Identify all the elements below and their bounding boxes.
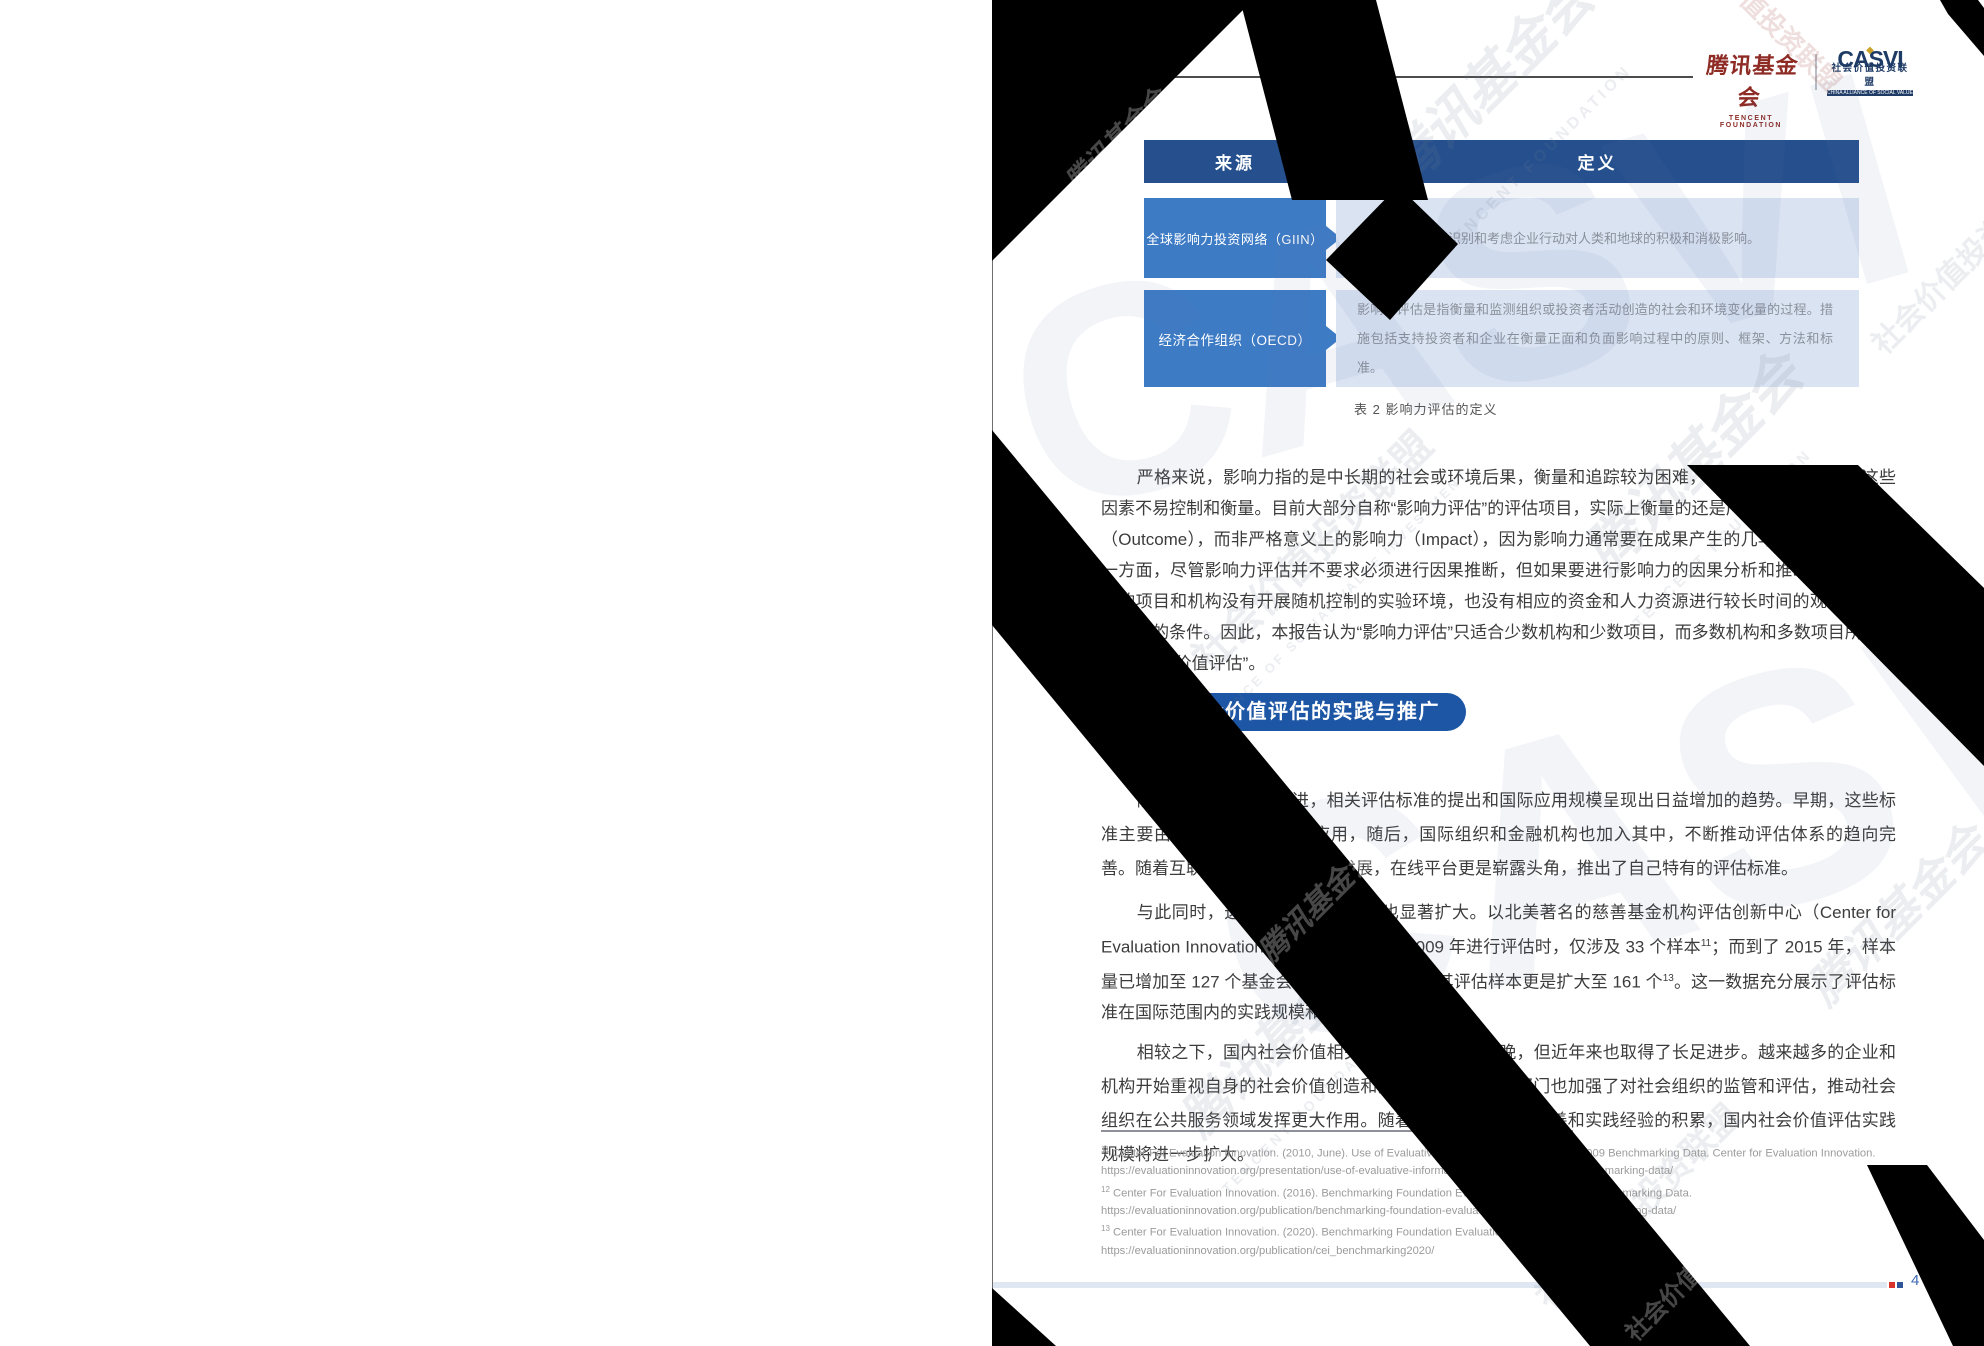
report-page: 腾讯基金会 TENCENT FOUNDATION CASVI ◆ 社会价值投资联… (992, 0, 1984, 1346)
section-number-badge: 四 (1101, 692, 1141, 732)
tencent-foundation-logo: 腾讯基金会 TENCENT FOUNDATION (1697, 48, 1805, 129)
casvi-logo: CASVI ◆ 社会价值投资联盟 CHINA ALLIANCE OF SOCIA… (1827, 45, 1913, 96)
casvi-wordmark: CASVI (1837, 46, 1903, 72)
table-row-source-giin: 全球影响力投资网络（GIIN） (1144, 198, 1326, 278)
footnote-ref-12: 12 (1292, 972, 1304, 984)
footnote-text: Center For Evaluation Innovation. (2010,… (1101, 1147, 1876, 1178)
page-number: 4 (1911, 1272, 1920, 1289)
footnote-text: Center For Evaluation Innovation. (2020)… (1101, 1227, 1588, 1257)
footnote-rule (1101, 1130, 1573, 1132)
section-header: 四 社会价值评估的实践与推广 (1101, 692, 1466, 732)
p3-text: ；到了 2019 年，其评估样本更是扩大至 161 个 (1303, 972, 1663, 992)
table-header-source: 来源 (1144, 140, 1326, 183)
footnote-item: 12 Center For Evaluation Innovation. (20… (1101, 1181, 1896, 1221)
footnote-marker: 13 (1101, 1224, 1110, 1234)
logo-divider (1815, 54, 1817, 90)
header-rule (993, 76, 1693, 78)
footnote-marker: 12 (1101, 1184, 1110, 1194)
table-row-source-oecd: 经济合作组织（OECD） (1144, 290, 1326, 387)
casvi-diamond-icon: ◆ (1866, 45, 1874, 56)
footnotes: 11 Center For Evaluation Innovation. (20… (1101, 1141, 1896, 1260)
footnote-marker: 11 (1101, 1145, 1110, 1154)
section-title: 社会价值评估的实践与推广 (1156, 693, 1466, 731)
footer-red-square (1889, 1282, 1895, 1288)
paragraph-impact-definition: 严格来说，影响力指的是中长期的社会或环境后果，衡量和追踪较为困难，受多种因素影响… (1101, 468, 1896, 673)
footnote-ref-13: 13 (1662, 972, 1674, 984)
footer-bar (993, 1282, 1887, 1288)
table-header-definition: 定义 (1336, 140, 1859, 183)
paragraph-cei-samples: 与此同时，这些标准的应用规模也显著扩大。以北美著名的慈善基金机构评估创新中心（C… (1101, 897, 1896, 1028)
footnote-item: 13 Center For Evaluation Innovation. (20… (1101, 1220, 1896, 1260)
paragraph-globalization: 随着全球化的加速推进，相关评估标准的提出和国际应用规模呈现出日益增加的趋势。早期… (1101, 791, 1896, 878)
table-row-definition-giin: 影响力评估是指识别和考虑企业行动对人类和地球的积极和消极影响。 (1336, 198, 1859, 278)
footnote-item: 11 Center For Evaluation Innovation. (20… (1101, 1141, 1896, 1181)
tencent-foundation-subtitle: TENCENT FOUNDATION (1719, 115, 1783, 129)
tencent-foundation-wordmark: 腾讯基金会 (1705, 53, 1800, 110)
footer-blue-square (1897, 1282, 1903, 1288)
casvi-subtitle-strip: CHINA ALLIANCE OF SOCIAL VALUE INVESTMEN… (1827, 90, 1913, 96)
footnote-ref-11: 11 (1700, 938, 1712, 949)
casvi-name-cn: 社会价值投资联盟 (1831, 63, 1909, 88)
table-caption: 表 2 影响力评估的定义 (1354, 402, 1498, 417)
table-row-definition-oecd: 影响力评估是指衡量和监测组织或投资者活动创造的社会和环境变化量的过程。措施包括支… (1336, 290, 1859, 387)
footnote-text: Center For Evaluation Innovation. (2016)… (1101, 1187, 1692, 1217)
